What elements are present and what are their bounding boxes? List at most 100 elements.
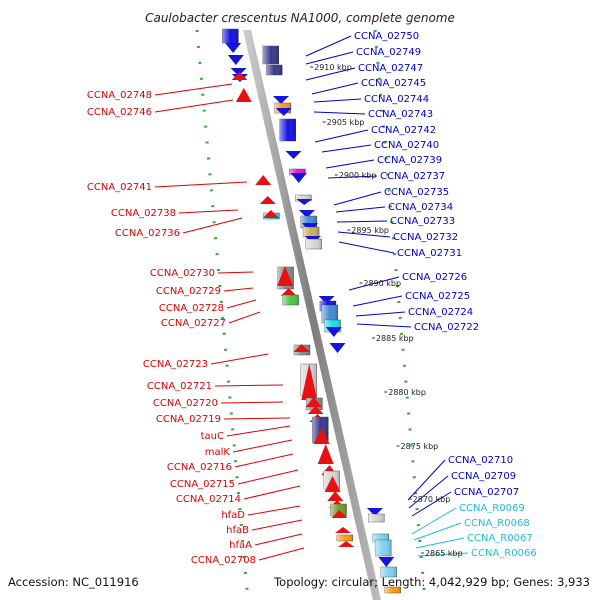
rna_labels-leader-3 [417,552,469,557]
left_labels-label-18: hfaD [221,510,245,521]
right_labels-label-20: CCNA_02709 [451,471,516,482]
left_labels-label-15: CCNA_02716 [167,462,232,473]
left_labels-label-2: CCNA_02741 [87,182,152,193]
gene-box-shade-27 [305,239,322,249]
gene-arrow-up-52 [324,476,341,492]
gene-arrow-down-57 [366,508,383,516]
gene-arrow-up-22 [262,210,279,218]
gene-box-shade-62 [372,534,389,542]
right_labels-leader-3 [311,82,359,95]
kbp-label-5: 2885 kbp [376,334,414,343]
right_labels-label-12: CCNA_02733 [390,216,455,227]
left_labels-label-12: CCNA_02719 [156,414,221,425]
left_labels-leader-5 [217,271,254,274]
left_labels-label-5: CCNA_02730 [150,268,215,279]
rna_labels-leader-0 [411,507,457,535]
rna_labels-label-3: CCNA_R0066 [471,548,537,559]
gene-box-shade-12 [279,119,296,141]
right_labels-label-11: CCNA_02734 [388,202,453,213]
gene-arrow-up-16 [255,175,272,185]
gene-arrow-up-49 [317,444,334,464]
left_labels-leader-11 [220,401,284,404]
right_labels-label-5: CCNA_02743 [368,109,433,120]
right_labels-leader-0 [305,35,352,57]
gene-arrow-down-1 [225,43,242,53]
rna_labels-leader-2 [415,537,465,549]
label-leaders [154,35,469,561]
gene-box-shade-60 [336,535,353,541]
gene-arrow-down-11 [275,108,292,116]
gene-arrow-down-38 [329,343,346,353]
left_labels-label-10: CCNA_02721 [147,381,212,392]
kbp-label-7: 2875 kbp [401,442,439,451]
left_labels-leader-17 [243,485,301,500]
left_labels-leader-0 [154,83,233,96]
gene-arrow-up-8 [235,88,252,102]
left_labels-leader-12 [223,417,291,420]
map-title: Caulobacter crescentus NA1000, complete … [145,11,455,25]
right_labels-leader-5 [313,111,366,115]
right_labels-leader-11 [335,206,386,213]
left_labels-label-19: hfaB [226,525,249,536]
left_labels-leader-16 [237,469,299,485]
genome-axis [243,30,381,600]
right_labels-leader-10 [333,191,382,206]
left_labels-label-8: CCNA_02727 [161,318,226,329]
gene-arrow-up-18 [259,196,276,204]
right_labels-leader-6 [314,129,369,143]
right_labels-label-17: CCNA_02724 [408,307,473,318]
left_labels-label-20: hfaA [229,540,252,551]
gene-arrow-down-3 [227,55,244,65]
left_labels-label-6: CCNA_02729 [156,286,221,297]
gene-arrow-down-20 [298,210,315,218]
kbp-label-8: 2870 kbp [413,495,451,504]
rna_labels-label-2: CCNA_R0067 [467,533,533,544]
left_labels-label-21: CCNA_02708 [191,555,256,566]
right_labels-label-4: CCNA_02744 [364,94,429,105]
gene-box-shade-66 [384,587,401,593]
right_labels-label-8: CCNA_02739 [377,155,442,166]
gene-glyphs [222,28,401,594]
gene-box-shade-17 [295,195,312,201]
gene-box-shade-32 [282,295,299,305]
gene-arrow-up-61 [338,541,355,547]
right_labels-leader-16 [352,295,403,307]
left_labels-leader-14 [232,439,293,453]
right_labels-label-21: CCNA_02707 [454,487,519,498]
left_labels-label-13: tauC [201,431,224,442]
left_labels-leader-15 [234,453,294,468]
right_labels-label-7: CCNA_02740 [374,140,439,151]
gene-arrow-up-42 [301,364,318,400]
left_labels-label-9: CCNA_02723 [143,359,208,370]
right_labels-label-0: CCNA_02750 [354,31,419,42]
gene-box-shade-25 [303,227,320,237]
rna_labels-label-0: CCNA_R0069 [459,503,525,514]
left_labels-leader-8 [228,311,261,324]
rna_labels-leader-1 [413,522,462,541]
gene-arrow-up-45 [307,406,324,414]
left_labels-label-11: CCNA_02720 [153,398,218,409]
gene-arrow-up-56 [331,510,348,518]
left_labels-label-17: CCNA_02714 [176,494,241,505]
gene-arrow-down-19 [296,199,313,205]
gene-arrow-down-5 [230,68,247,76]
right_labels-leader-19 [407,459,446,501]
left_labels-leader-19 [251,519,303,531]
left_labels-leader-2 [154,181,248,188]
gene-box-shade-58 [368,514,385,522]
left_labels-leader-20 [254,533,303,546]
right_labels-label-19: CCNA_02710 [448,455,513,466]
gene-box-shade-2 [262,46,279,64]
right_labels-leader-13 [337,231,391,238]
gene-box-shade-35 [321,305,338,323]
gene-arrow-down-9 [272,96,289,104]
right_labels-leader-12 [336,220,388,223]
left_labels-label-16: CCNA_02715 [170,479,235,490]
right_labels-label-1: CCNA_02749 [356,47,421,58]
left_labels-leader-21 [258,547,305,561]
right_labels-leader-15 [348,276,400,291]
left_labels-label-3: CCNA_02738 [111,208,176,219]
left_labels-label-1: CCNA_02746 [87,107,152,118]
gene-arrow-up-29 [277,266,294,286]
